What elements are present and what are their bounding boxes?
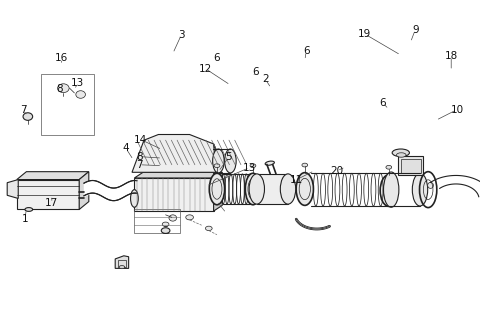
Text: 19: 19: [358, 29, 372, 39]
Ellipse shape: [392, 149, 409, 157]
Ellipse shape: [25, 208, 33, 211]
Polygon shape: [214, 172, 222, 211]
Polygon shape: [132, 135, 218, 172]
Polygon shape: [257, 174, 288, 204]
Ellipse shape: [161, 228, 170, 233]
Ellipse shape: [380, 175, 397, 206]
Polygon shape: [214, 144, 218, 172]
Text: 7: 7: [20, 105, 26, 115]
Polygon shape: [79, 172, 89, 209]
Ellipse shape: [213, 149, 224, 173]
Text: 8: 8: [136, 152, 143, 162]
Polygon shape: [17, 172, 89, 180]
Ellipse shape: [205, 226, 212, 231]
Text: 6: 6: [214, 53, 220, 63]
Ellipse shape: [186, 215, 193, 220]
Text: 8: 8: [57, 84, 63, 94]
Ellipse shape: [76, 91, 85, 98]
Ellipse shape: [245, 173, 261, 205]
Text: 13: 13: [71, 78, 84, 88]
Ellipse shape: [214, 164, 220, 168]
Ellipse shape: [250, 164, 256, 168]
Text: 9: 9: [412, 25, 419, 35]
Ellipse shape: [58, 84, 69, 93]
Text: 12: 12: [199, 64, 212, 74]
Ellipse shape: [386, 165, 392, 169]
Ellipse shape: [296, 173, 313, 205]
Ellipse shape: [225, 149, 236, 173]
Text: 1: 1: [22, 214, 28, 224]
Text: 5: 5: [225, 152, 232, 163]
Ellipse shape: [265, 161, 275, 165]
Ellipse shape: [428, 182, 433, 188]
Polygon shape: [134, 172, 222, 178]
Ellipse shape: [23, 113, 33, 120]
Ellipse shape: [302, 163, 308, 167]
Ellipse shape: [169, 215, 177, 221]
Polygon shape: [17, 180, 79, 209]
Text: 4: 4: [122, 143, 129, 153]
Text: 10: 10: [450, 105, 464, 115]
Ellipse shape: [384, 172, 399, 207]
Text: 16: 16: [55, 53, 68, 63]
Polygon shape: [134, 178, 214, 211]
Text: 17: 17: [45, 198, 59, 208]
Ellipse shape: [162, 222, 169, 226]
Text: 18: 18: [444, 51, 458, 61]
Text: 20: 20: [330, 166, 344, 176]
Bar: [118, 260, 126, 267]
Text: 2: 2: [262, 74, 269, 84]
Polygon shape: [7, 180, 18, 198]
Text: 14: 14: [134, 135, 147, 145]
Bar: [134, 209, 180, 233]
Ellipse shape: [249, 174, 264, 204]
Bar: [401, 159, 421, 173]
Text: 6: 6: [303, 46, 310, 56]
Text: 13: 13: [243, 163, 256, 173]
Ellipse shape: [209, 173, 225, 205]
Ellipse shape: [412, 173, 428, 206]
Text: 11: 11: [290, 175, 303, 185]
Ellipse shape: [119, 266, 125, 269]
Text: 7: 7: [136, 160, 143, 170]
Ellipse shape: [280, 174, 296, 204]
Text: 6: 6: [252, 67, 259, 77]
Bar: [41, 74, 94, 135]
Text: 3: 3: [178, 30, 185, 40]
Ellipse shape: [396, 153, 406, 157]
Ellipse shape: [131, 190, 138, 207]
Polygon shape: [115, 256, 129, 268]
Bar: [398, 156, 423, 175]
Text: 6: 6: [380, 98, 386, 108]
